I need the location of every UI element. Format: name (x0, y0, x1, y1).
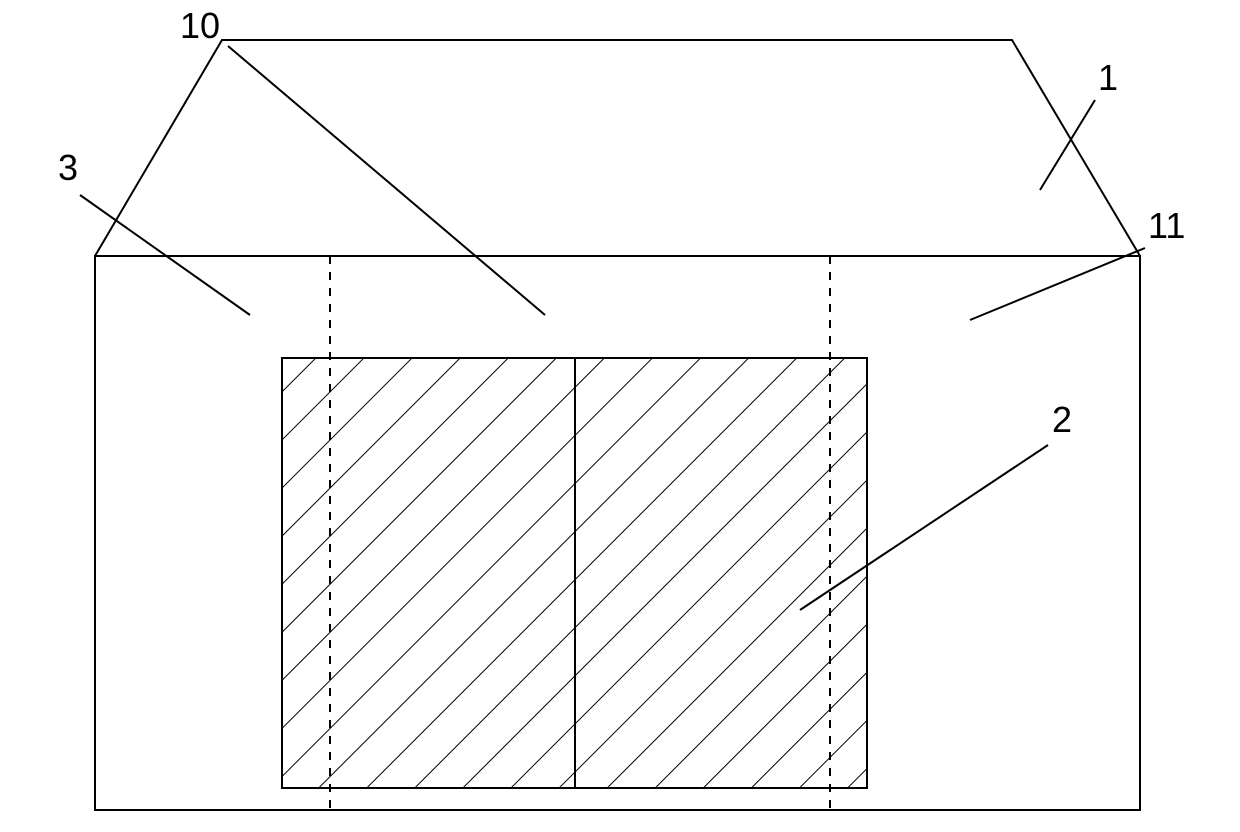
label-l11: 11 (1148, 205, 1185, 246)
label-l3: 3 (58, 147, 78, 188)
leader-line-l11 (970, 248, 1145, 320)
technical-diagram: 1 10 3 11 2 (0, 0, 1240, 832)
leader-line-l10 (228, 46, 545, 315)
label-l10: 10 (180, 5, 220, 46)
label-l2: 2 (1052, 399, 1072, 440)
trapezoid-top (95, 40, 1140, 256)
label-l1: 1 (1098, 57, 1118, 98)
leader-line-l1 (1040, 100, 1095, 190)
